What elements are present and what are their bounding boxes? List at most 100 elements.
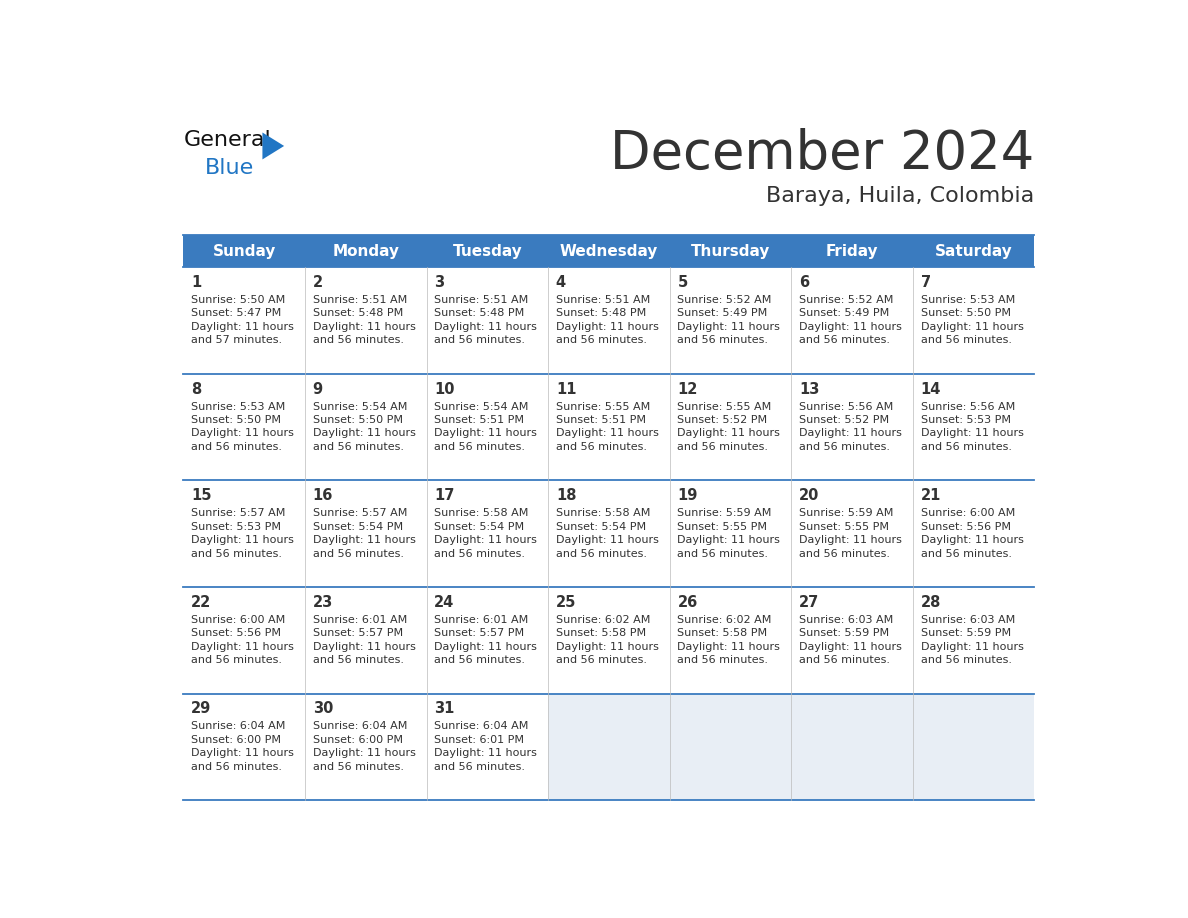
Text: Daylight: 11 hours: Daylight: 11 hours (556, 322, 658, 332)
Text: and 56 minutes.: and 56 minutes. (312, 549, 404, 558)
Text: Monday: Monday (333, 243, 399, 259)
Bar (791, 587, 912, 693)
Text: Daylight: 11 hours: Daylight: 11 hours (312, 748, 416, 758)
Text: Tuesday: Tuesday (453, 243, 523, 259)
Text: Daylight: 11 hours: Daylight: 11 hours (556, 642, 658, 652)
Text: 30: 30 (312, 701, 333, 716)
Text: 31: 31 (435, 701, 455, 716)
Text: Sunset: 5:58 PM: Sunset: 5:58 PM (556, 628, 646, 638)
Text: Thursday: Thursday (690, 243, 770, 259)
Text: Sunset: 5:56 PM: Sunset: 5:56 PM (191, 628, 282, 638)
Text: Daylight: 11 hours: Daylight: 11 hours (435, 642, 537, 652)
Text: Sunrise: 6:02 AM: Sunrise: 6:02 AM (556, 615, 650, 624)
Text: and 56 minutes.: and 56 minutes. (800, 549, 890, 558)
Text: and 56 minutes.: and 56 minutes. (312, 762, 404, 772)
Bar (548, 693, 670, 800)
Text: and 56 minutes.: and 56 minutes. (677, 335, 769, 345)
Text: Sunset: 5:53 PM: Sunset: 5:53 PM (921, 415, 1011, 425)
Text: and 56 minutes.: and 56 minutes. (191, 762, 282, 772)
Text: 11: 11 (556, 382, 576, 397)
Text: 10: 10 (435, 382, 455, 397)
Text: Daylight: 11 hours: Daylight: 11 hours (191, 642, 293, 652)
Text: Sunrise: 5:51 AM: Sunrise: 5:51 AM (312, 295, 407, 305)
Text: Sunrise: 6:00 AM: Sunrise: 6:00 AM (191, 615, 285, 624)
Text: and 56 minutes.: and 56 minutes. (800, 442, 890, 452)
Text: and 56 minutes.: and 56 minutes. (800, 335, 890, 345)
Text: and 56 minutes.: and 56 minutes. (435, 549, 525, 558)
Bar (791, 480, 912, 587)
Text: Sunrise: 6:02 AM: Sunrise: 6:02 AM (677, 615, 772, 624)
Text: 25: 25 (556, 595, 576, 610)
Bar (670, 374, 791, 480)
Bar (912, 235, 1035, 267)
Text: Daylight: 11 hours: Daylight: 11 hours (677, 642, 781, 652)
Text: 14: 14 (921, 382, 941, 397)
Bar (670, 587, 791, 693)
Text: Sunset: 5:50 PM: Sunset: 5:50 PM (312, 415, 403, 425)
Text: Saturday: Saturday (935, 243, 1012, 259)
Text: Sunset: 5:56 PM: Sunset: 5:56 PM (921, 521, 1011, 532)
Bar (912, 267, 1035, 374)
Text: Daylight: 11 hours: Daylight: 11 hours (800, 535, 902, 545)
Text: 3: 3 (435, 274, 444, 290)
Text: Friday: Friday (826, 243, 878, 259)
Text: Daylight: 11 hours: Daylight: 11 hours (312, 322, 416, 332)
Text: Daylight: 11 hours: Daylight: 11 hours (921, 642, 1023, 652)
Text: Daylight: 11 hours: Daylight: 11 hours (921, 429, 1023, 439)
Bar (912, 374, 1035, 480)
Text: 7: 7 (921, 274, 930, 290)
Text: 21: 21 (921, 488, 941, 503)
Text: and 56 minutes.: and 56 minutes. (677, 655, 769, 665)
Text: Sunrise: 6:04 AM: Sunrise: 6:04 AM (191, 722, 285, 732)
Text: Daylight: 11 hours: Daylight: 11 hours (921, 535, 1023, 545)
Text: Sunset: 5:54 PM: Sunset: 5:54 PM (312, 521, 403, 532)
Text: Sunset: 5:51 PM: Sunset: 5:51 PM (556, 415, 646, 425)
Text: Daylight: 11 hours: Daylight: 11 hours (312, 642, 416, 652)
Bar (791, 235, 912, 267)
Text: Sunrise: 5:52 AM: Sunrise: 5:52 AM (677, 295, 772, 305)
Bar (912, 480, 1035, 587)
Text: Sunrise: 5:50 AM: Sunrise: 5:50 AM (191, 295, 285, 305)
Text: Sunset: 5:47 PM: Sunset: 5:47 PM (191, 308, 282, 319)
Text: Sunset: 5:49 PM: Sunset: 5:49 PM (800, 308, 889, 319)
Text: Sunset: 5:54 PM: Sunset: 5:54 PM (435, 521, 524, 532)
Text: Daylight: 11 hours: Daylight: 11 hours (191, 429, 293, 439)
Text: 6: 6 (800, 274, 809, 290)
Bar (426, 693, 548, 800)
Text: and 56 minutes.: and 56 minutes. (921, 549, 1011, 558)
Text: and 56 minutes.: and 56 minutes. (556, 549, 646, 558)
Bar (426, 480, 548, 587)
Text: 23: 23 (312, 595, 333, 610)
Polygon shape (263, 132, 284, 160)
Text: General: General (183, 130, 271, 151)
Bar (426, 235, 548, 267)
Text: Sunrise: 5:54 AM: Sunrise: 5:54 AM (435, 401, 529, 411)
Text: Sunrise: 5:55 AM: Sunrise: 5:55 AM (677, 401, 772, 411)
Text: Sunrise: 5:51 AM: Sunrise: 5:51 AM (556, 295, 650, 305)
Text: Sunrise: 5:55 AM: Sunrise: 5:55 AM (556, 401, 650, 411)
Bar (912, 693, 1035, 800)
Bar (670, 267, 791, 374)
Text: and 56 minutes.: and 56 minutes. (435, 335, 525, 345)
Text: 22: 22 (191, 595, 211, 610)
Bar (183, 235, 305, 267)
Text: Daylight: 11 hours: Daylight: 11 hours (191, 748, 293, 758)
Text: and 56 minutes.: and 56 minutes. (677, 549, 769, 558)
Text: Daylight: 11 hours: Daylight: 11 hours (435, 429, 537, 439)
Text: Sunset: 5:52 PM: Sunset: 5:52 PM (677, 415, 767, 425)
Text: Daylight: 11 hours: Daylight: 11 hours (677, 535, 781, 545)
Text: Sunset: 5:48 PM: Sunset: 5:48 PM (312, 308, 403, 319)
Bar (426, 587, 548, 693)
Text: and 56 minutes.: and 56 minutes. (191, 442, 282, 452)
Text: 27: 27 (800, 595, 820, 610)
Text: and 56 minutes.: and 56 minutes. (556, 442, 646, 452)
Text: Daylight: 11 hours: Daylight: 11 hours (921, 322, 1023, 332)
Text: Sunrise: 6:03 AM: Sunrise: 6:03 AM (921, 615, 1015, 624)
Bar (670, 693, 791, 800)
Text: and 56 minutes.: and 56 minutes. (312, 655, 404, 665)
Text: 17: 17 (435, 488, 455, 503)
Bar (548, 267, 670, 374)
Text: Daylight: 11 hours: Daylight: 11 hours (800, 429, 902, 439)
Text: 2: 2 (312, 274, 323, 290)
Text: Sunrise: 5:52 AM: Sunrise: 5:52 AM (800, 295, 893, 305)
